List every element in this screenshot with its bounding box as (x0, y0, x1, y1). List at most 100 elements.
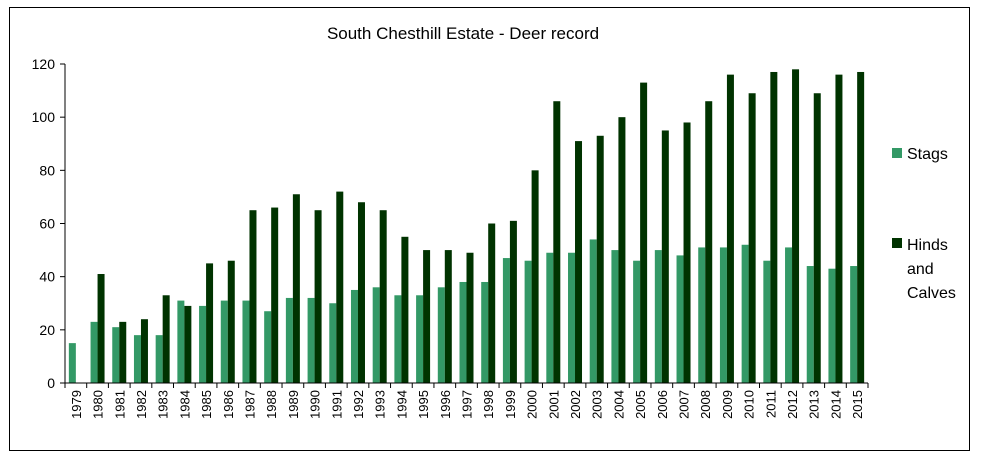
bar-stags (177, 300, 185, 383)
bar-hinds-calves (97, 274, 105, 383)
bar-hinds-calves (726, 74, 734, 383)
bar-stags (806, 266, 814, 383)
x-tick-label: 2010 (742, 390, 757, 419)
bar-hinds-calves (444, 250, 452, 383)
bar-hinds-calves (575, 141, 583, 383)
x-tick-label: 1994 (394, 390, 409, 419)
bar-stags (698, 247, 706, 383)
x-tick-label: 2013 (807, 390, 822, 419)
bar-hinds-calves (488, 223, 496, 383)
bar-stags (199, 305, 207, 383)
bar-hinds-calves (292, 194, 300, 383)
x-tick-label: 1980 (91, 390, 106, 419)
x-tick-label: 1997 (460, 390, 475, 419)
bar-hinds-calves (705, 101, 713, 383)
bar-stags (502, 258, 510, 383)
bar-hinds-calves (770, 71, 778, 383)
x-tick-label: 2005 (633, 390, 648, 419)
bar-hinds-calves (249, 210, 257, 383)
y-tick-label: 120 (32, 56, 56, 72)
x-tick-label: 1989 (286, 390, 301, 419)
x-tick-label: 1985 (199, 390, 214, 419)
bar-hinds-calves (401, 236, 409, 383)
bar-stags (372, 287, 380, 383)
x-tick-label: 1992 (351, 390, 366, 419)
bar-hinds-calves (119, 321, 127, 383)
legend-label-hinds-calves: Hinds and Calves (907, 237, 956, 302)
bar-stags (133, 335, 141, 383)
x-tick-label: 2006 (655, 390, 670, 419)
bar-stags (741, 244, 749, 383)
bar-stags (350, 289, 358, 383)
bar-hinds-calves (206, 263, 214, 383)
x-tick-label: 1996 (438, 390, 453, 419)
bar-hinds-calves (357, 202, 365, 383)
bar-hinds-calves (792, 69, 800, 384)
bar-stags (568, 252, 576, 383)
bar-stags (654, 250, 662, 383)
y-tick-label: 80 (39, 162, 55, 178)
bar-hinds-calves (162, 295, 170, 383)
bar-stags (307, 297, 315, 383)
bar-stags (242, 300, 250, 383)
bar-stags (589, 239, 597, 383)
x-tick-label: 1991 (329, 390, 344, 419)
bar-hinds-calves (813, 93, 821, 383)
bars (68, 69, 865, 384)
x-tick-label: 2002 (568, 390, 583, 419)
x-tick-label: 2012 (785, 390, 800, 419)
bar-hinds-calves (553, 101, 561, 383)
bar-stags (611, 250, 619, 383)
bar-hinds-calves (227, 260, 235, 383)
legend: Stags Hinds and Calves (892, 146, 956, 302)
x-tick-label: 2000 (525, 390, 540, 419)
bar-stags (416, 295, 424, 383)
x-tick-label: 1987 (242, 390, 257, 419)
x-tick-label: 1984 (177, 390, 192, 419)
bar-hinds-calves (661, 130, 669, 383)
bar-stags (285, 297, 293, 383)
x-tick-label: 2004 (611, 390, 626, 419)
bar-stags (850, 266, 858, 383)
bar-hinds-calves (857, 71, 865, 383)
bar-stags (437, 287, 445, 383)
y-tick-label: 40 (39, 269, 55, 285)
bar-stags (763, 260, 771, 383)
bar-stags (90, 321, 98, 383)
bar-stags (220, 300, 228, 383)
bar-stags (155, 335, 163, 383)
y-tick-label: 0 (47, 375, 55, 391)
bar-stags (394, 295, 402, 383)
bar-hinds-calves (379, 210, 387, 383)
bar-hinds-calves (314, 210, 322, 383)
x-tick-label: 1999 (503, 390, 518, 419)
x-tick-label: 1983 (156, 390, 171, 419)
x-tick-label: 1981 (112, 390, 127, 419)
y-tick-label: 100 (32, 109, 56, 125)
legend-label-stags: Stags (907, 146, 948, 163)
bar-stags (785, 247, 793, 383)
bar-stags (828, 268, 836, 383)
x-tick-label: 2011 (763, 390, 778, 418)
bar-hinds-calves (140, 319, 148, 383)
bar-stags (546, 252, 554, 383)
bar-hinds-calves (336, 191, 344, 383)
x-tick-label: 1979 (69, 390, 84, 419)
x-tick-label: 2015 (850, 390, 865, 419)
bar-hinds-calves (835, 74, 843, 383)
legend-swatch-hinds-calves (892, 238, 902, 248)
x-tick-label: 1990 (308, 390, 323, 419)
bar-hinds-calves (683, 122, 691, 383)
x-tick-label: 2008 (698, 390, 713, 419)
y-tick-label: 20 (39, 322, 55, 338)
x-tick-label: 1993 (373, 390, 388, 419)
x-tick-label: 1986 (221, 390, 236, 419)
bar-hinds-calves (509, 220, 517, 383)
y-tick-label: 60 (39, 216, 55, 232)
bar-stags (112, 327, 120, 383)
bar-hinds-calves (596, 135, 604, 383)
bar-stags (524, 260, 532, 383)
x-tick-label: 2001 (546, 390, 561, 419)
bar-hinds-calves (184, 305, 192, 383)
